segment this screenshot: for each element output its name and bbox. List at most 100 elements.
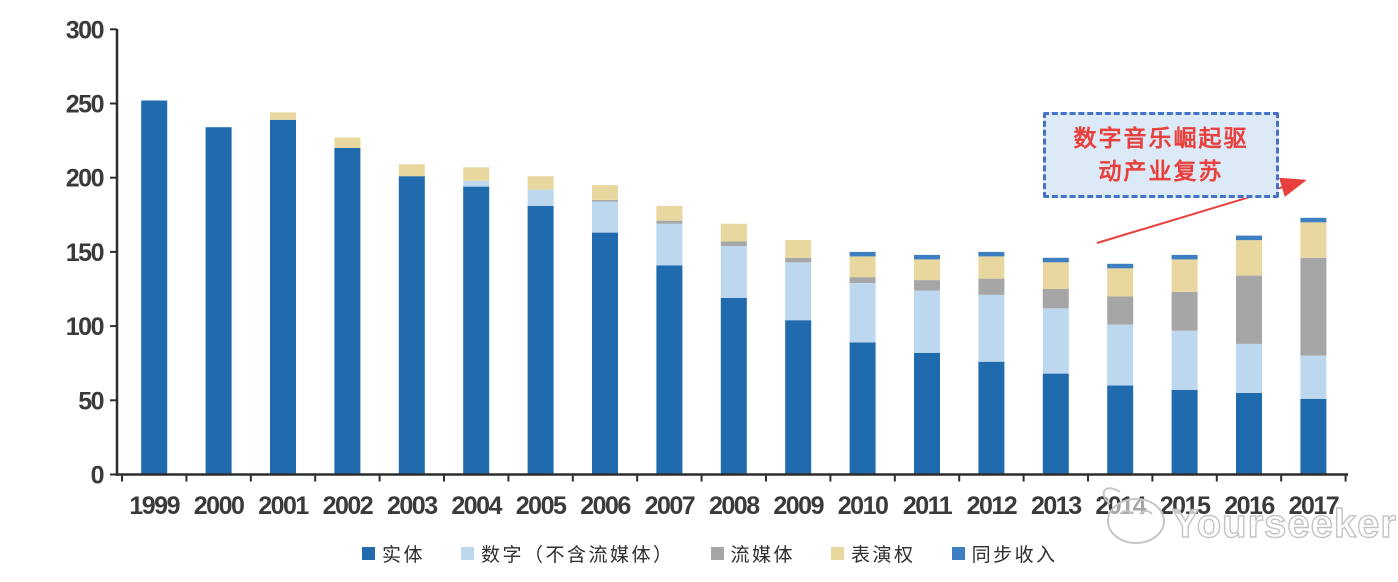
bar-segment — [785, 257, 812, 263]
bar-segment — [592, 232, 618, 475]
bar-segment — [1236, 275, 1262, 344]
bar-segment — [720, 297, 747, 475]
legend-label: 同步收入 — [971, 545, 1058, 566]
bar-segment — [1171, 389, 1198, 475]
bar-segment — [914, 290, 940, 353]
bar-segment — [1300, 222, 1327, 258]
x-tick-label: 2004 — [451, 492, 502, 520]
bar-segment — [720, 223, 747, 242]
y-tick-label: 50 — [78, 387, 103, 415]
bar-segment — [720, 246, 747, 298]
bar-segment — [1171, 254, 1198, 260]
bar-segment — [978, 361, 1005, 475]
bar-segment — [1107, 324, 1134, 386]
bar-segment — [1107, 385, 1134, 475]
bar-segment — [1300, 398, 1327, 475]
bar-segment — [914, 280, 940, 291]
bar-segment — [1042, 262, 1069, 289]
x-tick-label: 2006 — [580, 492, 630, 520]
bar-segment — [398, 176, 425, 475]
legend-swatch — [831, 547, 845, 560]
bar-segment — [656, 223, 683, 266]
legend-swatch — [951, 547, 965, 560]
bar-segment — [463, 167, 490, 181]
bar-segment — [656, 220, 683, 224]
x-tick-label: 2011 — [903, 492, 953, 520]
bar-segment — [1107, 263, 1134, 269]
legend-swatch — [461, 547, 475, 560]
bar-segment — [1107, 296, 1134, 325]
bar-segment — [914, 254, 940, 260]
bar-segment — [592, 185, 618, 200]
bar-segment — [527, 176, 554, 190]
bar-segment — [463, 186, 490, 475]
bar-segment — [1042, 289, 1069, 309]
x-tick-label: 2014 — [1095, 492, 1146, 520]
bar-segment — [1236, 235, 1262, 241]
x-tick-label: 2015 — [1160, 492, 1211, 520]
bar-segment — [785, 240, 812, 258]
bar-segment — [849, 256, 876, 278]
legend-label: 表演权 — [851, 545, 916, 566]
bar-segment — [978, 251, 1005, 257]
x-tick-label: 2012 — [967, 492, 1017, 520]
bar-segment — [1300, 257, 1327, 356]
x-tick-label: 2010 — [838, 492, 888, 520]
bar-segment — [720, 241, 747, 246]
bar-segment — [656, 205, 683, 221]
x-tick-label: 2003 — [387, 492, 437, 520]
legend-item: 表演权 — [831, 540, 916, 567]
x-tick-label: 2005 — [516, 492, 567, 520]
legend-swatch — [710, 547, 724, 560]
bar-segment — [1171, 330, 1198, 390]
legend-item: 同步收入 — [951, 540, 1058, 567]
bar-segment — [1042, 257, 1069, 263]
bar-segment — [270, 112, 296, 120]
annotation-line-1: 数字音乐崛起驱 — [1073, 124, 1249, 151]
legend-label: 数字（不含流媒体） — [481, 545, 675, 566]
bar-segment — [656, 265, 683, 475]
bar-segment — [334, 137, 361, 148]
bar-segment — [1042, 308, 1069, 374]
legend-swatch — [362, 547, 375, 560]
annotation-callout: 数字音乐崛起驱 动产业复苏 — [1043, 112, 1279, 198]
bar-segment — [141, 100, 168, 475]
bar-segment — [1171, 292, 1198, 331]
bar-segment — [1042, 373, 1069, 475]
bar-segment — [1107, 268, 1134, 297]
legend-item: 流媒体 — [710, 540, 796, 567]
bar-segment — [978, 294, 1005, 362]
bar-segment — [978, 256, 1005, 279]
bar-segment — [463, 180, 490, 187]
x-tick-label: 2001 — [258, 492, 309, 520]
bar-segment — [914, 259, 940, 281]
bar-segment — [527, 205, 554, 475]
legend-label: 实体 — [382, 545, 426, 566]
y-tick-label: 0 — [91, 462, 104, 490]
x-tick-label: 2008 — [709, 492, 760, 520]
bar-segment — [527, 189, 554, 206]
bar-segment — [1171, 259, 1198, 292]
bar-segment — [205, 127, 232, 475]
bar-segment — [270, 119, 296, 475]
x-tick-label: 2017 — [1289, 492, 1339, 520]
legend-label: 流媒体 — [730, 545, 796, 566]
y-tick-label: 150 — [66, 239, 104, 267]
chart-legend: 实体 数字（不含流媒体） 流媒体 表演权 同步收入 — [362, 540, 1058, 567]
bar-segment — [1236, 392, 1262, 475]
bar-segment — [849, 251, 876, 257]
bar-segment — [592, 200, 618, 202]
x-tick-label: 2009 — [773, 492, 823, 520]
bar-segment — [785, 320, 812, 475]
y-tick-label: 100 — [66, 313, 104, 341]
bar-segment — [849, 277, 876, 283]
x-tick-label: 2013 — [1031, 492, 1081, 520]
bar-segment — [398, 164, 425, 177]
bar-segment — [785, 262, 812, 321]
annotation-line-2: 动产业复苏 — [1098, 158, 1224, 184]
bar-segment — [914, 352, 940, 475]
bar-segment — [1300, 355, 1327, 399]
x-tick-label: 2007 — [645, 492, 695, 520]
